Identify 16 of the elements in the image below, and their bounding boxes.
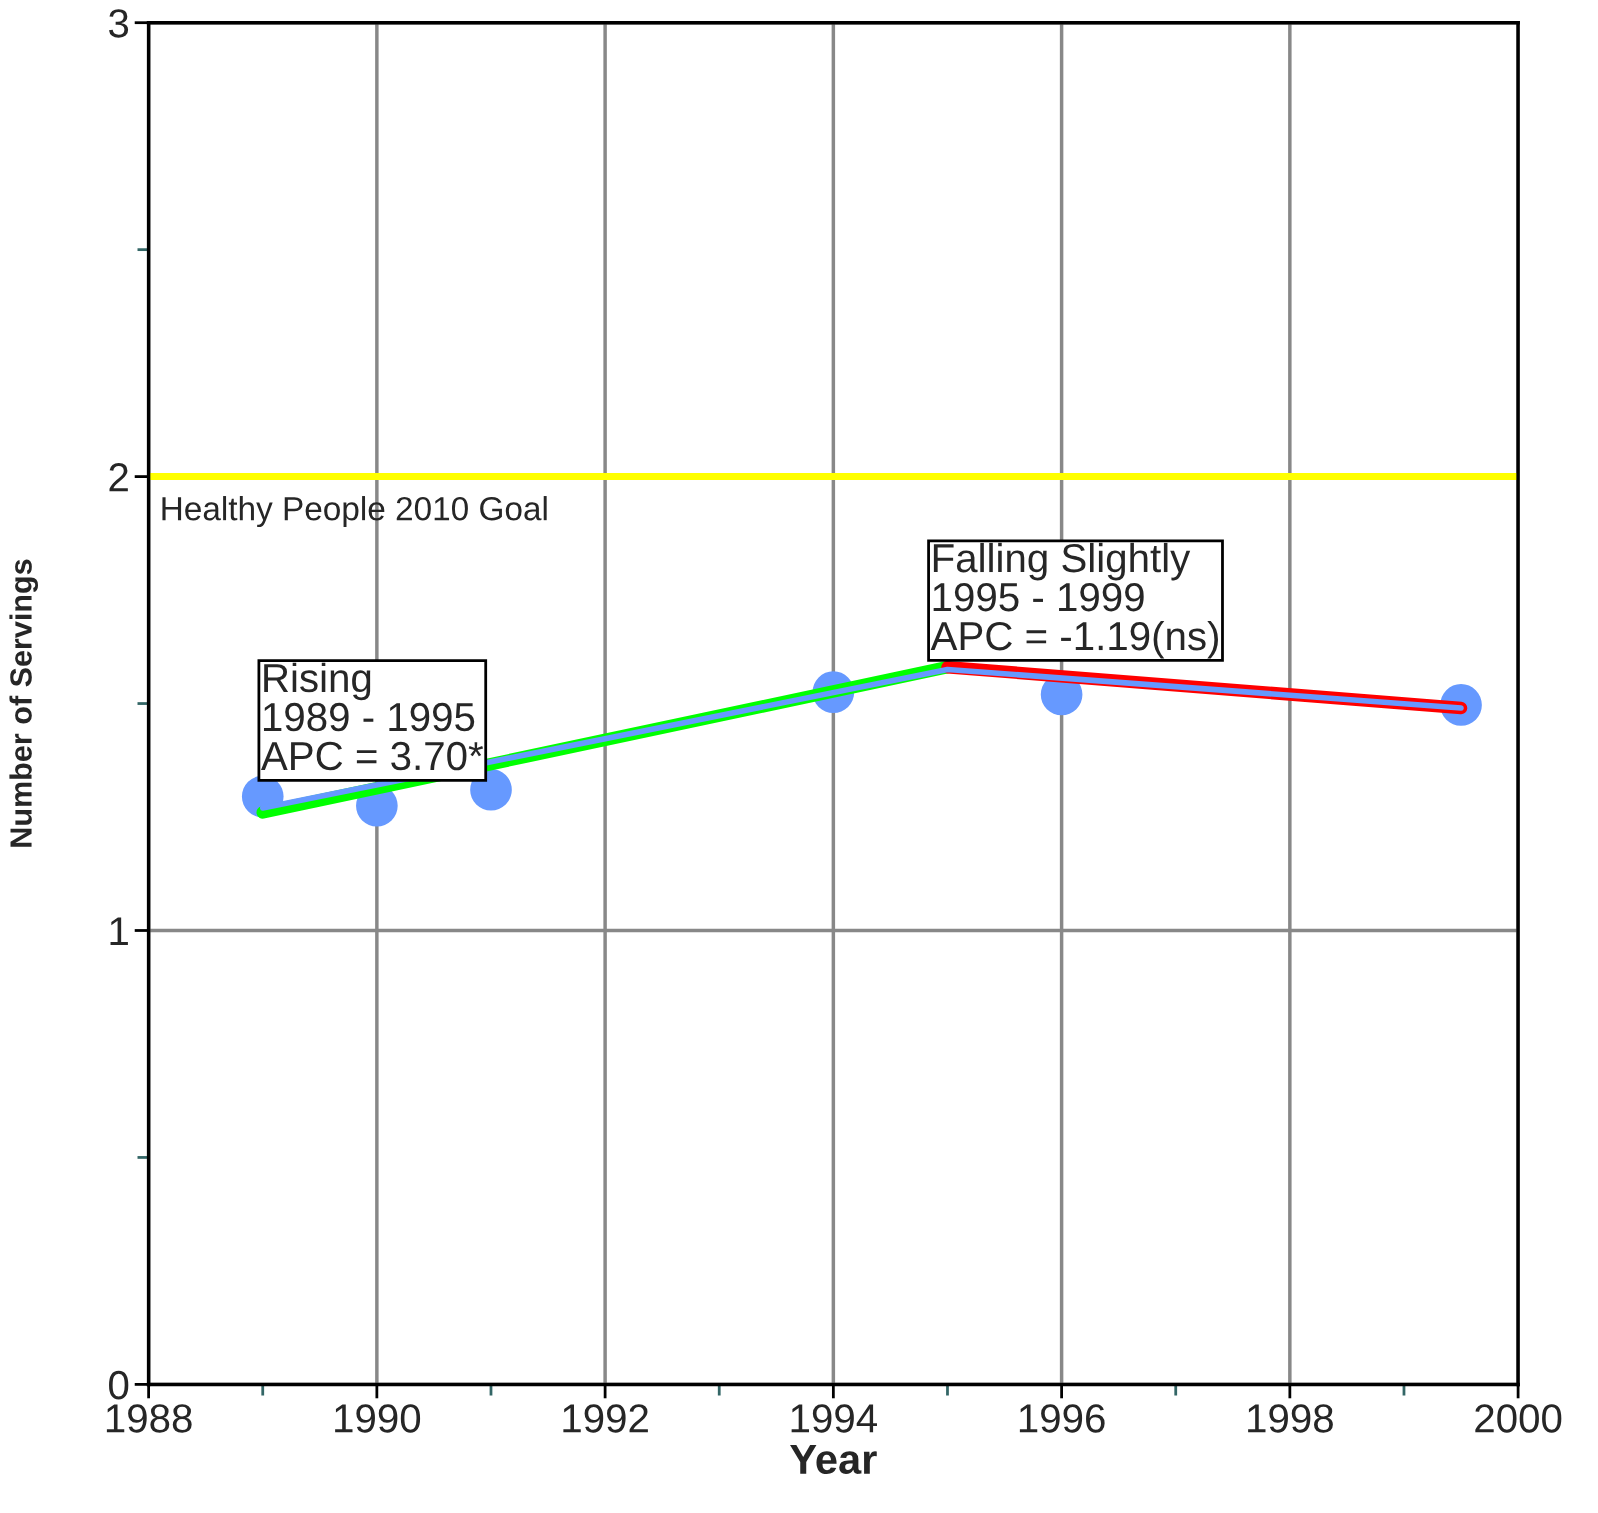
y-tick-label: 3 [109, 9, 129, 38]
annotation: Rising 1989 - 1995 APC = 3.70* [260, 662, 484, 771]
y-axis-title: Number of Servings [9, 559, 39, 847]
x-tick-label: 2000 [1475, 1404, 1562, 1433]
x-tick-label: 1996 [1019, 1404, 1105, 1433]
x-tick-label: 1992 [563, 1404, 648, 1433]
ref-line-label: Healthy People 2010 Goal [162, 496, 547, 528]
x-tick-label: 1988 [106, 1404, 192, 1433]
y-tick-label: 2 [109, 463, 128, 492]
x-tick-label: 1994 [791, 1404, 877, 1433]
x-axis-title: Year [790, 1445, 877, 1475]
y-tick-label: 0 [109, 1370, 129, 1400]
x-tick-label: 1990 [335, 1404, 421, 1433]
y-tick-label: 1 [110, 917, 128, 946]
x-tick-label: 1998 [1248, 1404, 1333, 1433]
annotation: Falling Slightly 1995 - 1999 APC = -1.19(ns) [930, 542, 1218, 659]
